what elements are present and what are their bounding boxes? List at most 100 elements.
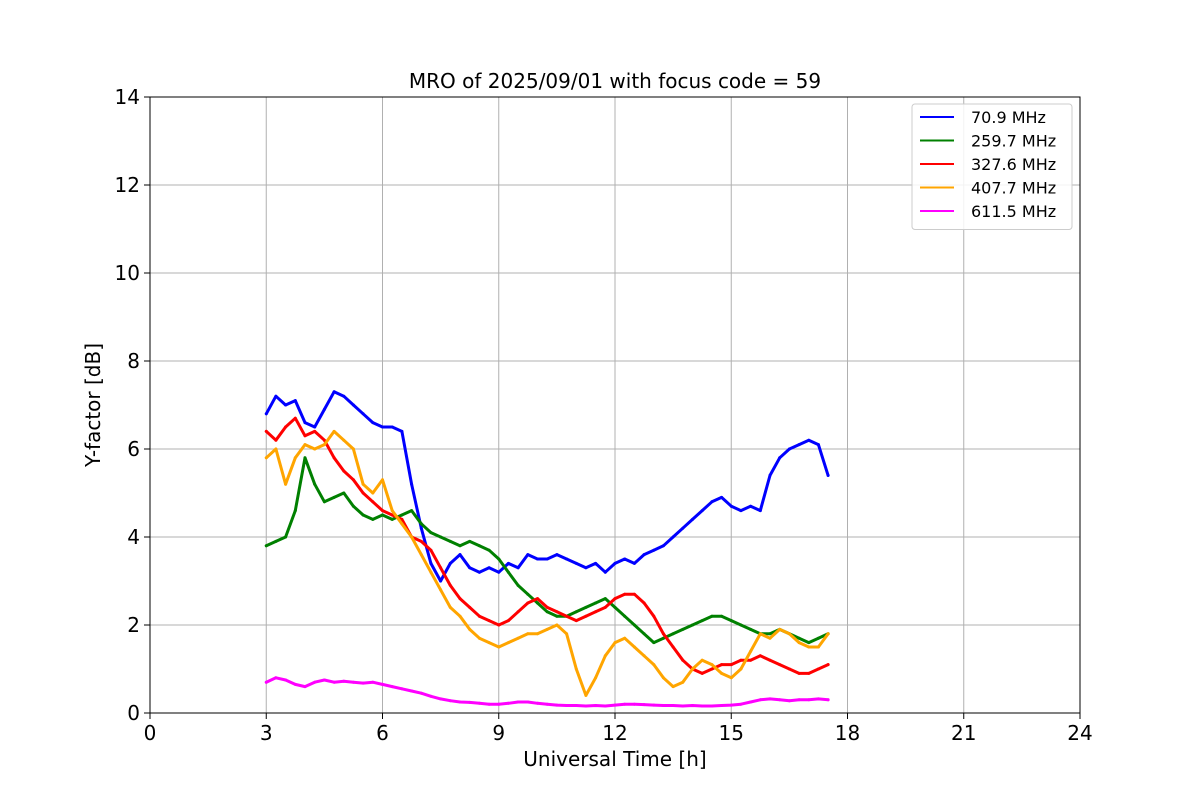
x-tick-label: 9 [492,721,505,745]
data-point-327-6-mhz [458,597,462,601]
data-point-259-7-mhz [497,557,501,561]
data-point-327-6-mhz [419,539,423,543]
data-point-327-6-mhz [468,605,472,609]
data-point-327-6-mhz [429,548,433,552]
data-point-327-6-mhz [826,663,830,667]
data-point-611-5-mhz [342,679,346,683]
data-point-611-5-mhz [264,680,268,684]
legend-item: 259.7 MHz [920,132,1056,151]
data-point-611-5-mhz [536,701,539,705]
data-point-407-7-mhz [681,680,685,684]
data-point-611-5-mhz [797,698,801,702]
data-point-611-5-mhz [487,702,491,706]
data-point-70-9-mhz [468,566,472,570]
data-point-611-5-mhz [400,687,404,691]
data-point-70-9-mhz [506,561,510,565]
data-point-611-5-mhz [826,698,830,702]
y-tick-label: 6 [127,437,140,461]
data-point-70-9-mhz [720,495,724,499]
data-point-407-7-mhz [468,627,472,631]
legend-item: 70.9 MHz [920,108,1046,127]
legend-item: 407.7 MHz [920,179,1056,198]
data-point-259-7-mhz [284,535,288,539]
data-point-327-6-mhz [749,658,753,662]
data-point-407-7-mhz [565,632,569,636]
data-point-259-7-mhz [594,601,598,605]
data-point-259-7-mhz [410,509,414,513]
data-point-407-7-mhz [429,570,433,574]
data-point-70-9-mhz [448,561,452,565]
data-point-70-9-mhz [691,517,694,521]
data-point-259-7-mhz [652,641,656,645]
data-point-259-7-mhz [642,632,646,636]
data-point-407-7-mhz [506,641,510,645]
data-point-70-9-mhz [487,566,491,570]
data-point-70-9-mhz [739,509,743,513]
data-point-70-9-mhz [536,557,539,561]
data-point-611-5-mhz [526,700,530,704]
data-point-70-9-mhz [632,561,636,565]
data-point-327-6-mhz [613,597,617,601]
data-point-327-6-mhz [642,601,646,605]
data-point-70-9-mhz [758,509,762,513]
data-point-611-5-mhz [351,680,355,684]
data-point-70-9-mhz [400,429,404,433]
data-point-611-5-mhz [458,700,462,704]
data-point-70-9-mhz [749,504,753,508]
data-point-327-6-mhz [681,658,685,662]
x-tick-label: 12 [602,721,627,745]
data-point-611-5-mhz [816,697,820,701]
x-tick-label: 6 [376,721,389,745]
data-point-259-7-mhz [526,592,530,596]
data-point-327-6-mhz [381,509,384,513]
data-point-611-5-mhz [603,704,607,708]
data-point-611-5-mhz [778,698,782,702]
data-point-259-7-mhz [458,544,462,548]
data-point-259-7-mhz [429,531,433,535]
data-point-70-9-mhz [671,535,675,539]
legend-item: 327.6 MHz [920,155,1056,174]
data-point-259-7-mhz [274,539,278,543]
data-point-611-5-mhz [720,704,724,707]
data-point-259-7-mhz [574,610,578,614]
data-point-327-6-mhz [313,429,317,433]
data-point-327-6-mhz [439,566,443,570]
data-point-611-5-mhz [594,704,598,707]
data-point-70-9-mhz [361,412,365,416]
data-point-407-7-mhz [739,667,743,671]
data-point-407-7-mhz [390,509,394,513]
data-point-407-7-mhz [603,654,607,658]
data-point-259-7-mhz [487,548,491,552]
data-point-327-6-mhz [322,438,326,442]
y-tick-label: 14 [115,85,140,109]
data-point-327-6-mhz [332,456,336,460]
data-point-70-9-mhz [516,566,520,570]
data-point-611-5-mhz [565,704,569,707]
x-tick-label: 24 [1067,721,1092,745]
data-point-407-7-mhz [448,605,452,609]
data-point-407-7-mhz [400,522,404,526]
data-point-259-7-mhz [322,500,326,504]
data-point-70-9-mhz [729,504,733,508]
data-point-407-7-mhz [361,482,365,486]
data-point-407-7-mhz [545,627,549,631]
data-point-70-9-mhz [681,526,685,530]
data-point-327-6-mhz [390,513,394,517]
data-point-259-7-mhz [700,619,704,623]
data-point-259-7-mhz [816,636,820,640]
data-point-407-7-mhz [371,491,375,495]
data-point-407-7-mhz [574,667,578,671]
data-point-407-7-mhz [381,478,384,482]
data-point-611-5-mhz [642,703,646,707]
data-point-259-7-mhz [710,614,714,618]
data-point-70-9-mhz [710,500,714,504]
data-point-407-7-mhz [594,676,598,680]
data-point-327-6-mhz [661,632,665,636]
data-point-407-7-mhz [419,553,423,557]
y-tick-label: 12 [115,173,140,197]
data-point-70-9-mhz [661,544,665,548]
data-point-407-7-mhz [642,654,646,658]
data-point-611-5-mhz [555,703,559,707]
data-point-259-7-mhz [264,544,268,548]
